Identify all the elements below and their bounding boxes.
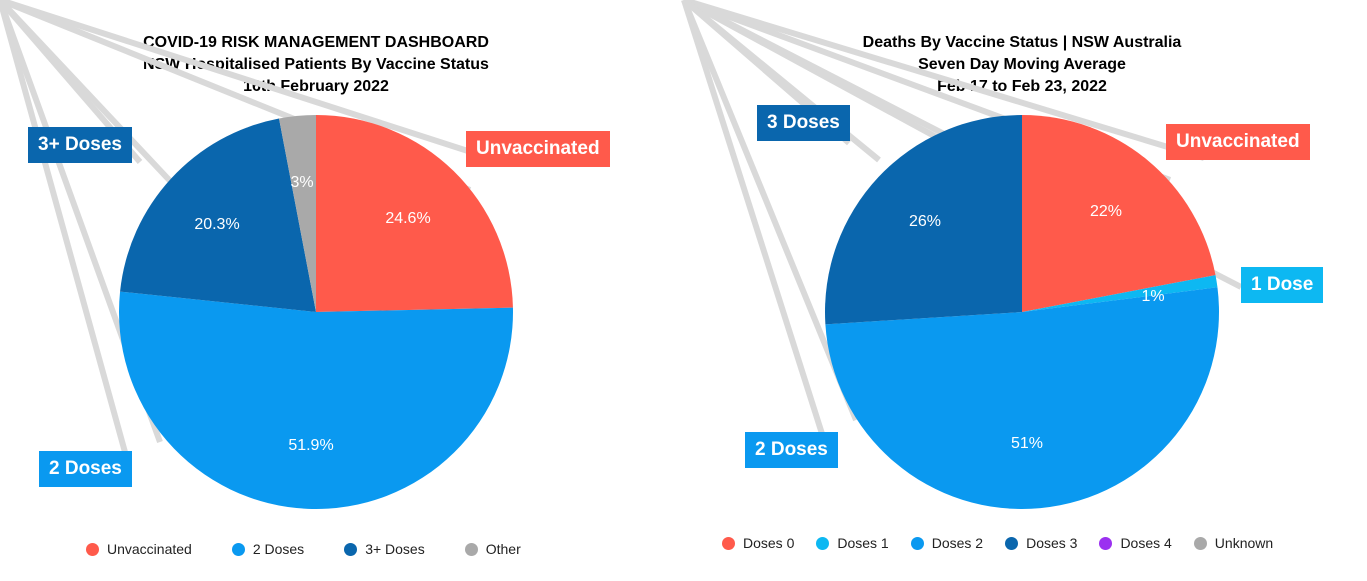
legend-item-unvaccinated[interactable]: Unvaccinated: [86, 541, 192, 557]
slice-3-plus-doses[interactable]: [120, 118, 316, 312]
callout-unvaccinated: Unvaccinated: [1166, 124, 1310, 160]
legend-dot: [722, 536, 735, 550]
callout-3-plus-doses: 3+ Doses: [28, 127, 132, 163]
slice-value-label: 51%: [1011, 435, 1043, 452]
chart-title-line-1: Deaths By Vaccine Status | NSW Australia: [862, 34, 1182, 51]
hospitalised-chart-panel: COVID-19 RISK MANAGEMENT DASHBOARD NSW H…: [0, 0, 610, 557]
chart-title-line-1: COVID-19 RISK MANAGEMENT DASHBOARD: [143, 34, 489, 51]
legend-item-doses-3[interactable]: Doses 3: [1005, 535, 1077, 551]
chart-title-line-2: Seven Day Moving Average: [918, 56, 1126, 73]
leader-line: [681, 0, 827, 441]
leader-line: [681, 0, 859, 422]
slice-unvaccinated[interactable]: [316, 115, 513, 312]
legend-item-doses-2[interactable]: Doses 2: [910, 535, 984, 551]
legend-dot: [231, 542, 245, 556]
legend-label: 2 Doses: [252, 541, 305, 557]
callout-2-doses: 2 Doses: [745, 432, 838, 468]
slice-value-label: 20.3%: [194, 216, 239, 233]
legend-item-doses-0[interactable]: Doses 0: [722, 535, 794, 551]
slice-value-label: 26%: [909, 213, 941, 230]
legend-item-doses-4[interactable]: Doses 4: [1099, 535, 1172, 551]
legend-label: Unknown: [1214, 535, 1274, 551]
slice-value-label: 3%: [290, 174, 313, 191]
slice-doses-1[interactable]: [1022, 275, 1218, 312]
deaths-chart-panel: Deaths By Vaccine Status | NSW Australia…: [681, 0, 1367, 581]
legend-label: Unvaccinated: [107, 541, 192, 557]
legend-label: Doses 1: [837, 535, 889, 551]
legend-item-doses-1[interactable]: Doses 1: [816, 535, 889, 551]
legend-dot: [816, 536, 830, 550]
hospitalised-pie-chart: 24.6% 51.9% 20.3% 3%: [0, 0, 513, 510]
legend-dot: [86, 542, 99, 556]
slice-value-label: 51.9%: [288, 437, 333, 454]
slice-value-label: 24.6%: [385, 210, 430, 227]
legend-item-2-doses[interactable]: 2 Doses: [231, 541, 305, 557]
legend-item-other[interactable]: Other: [464, 541, 521, 557]
slice-other[interactable]: [279, 115, 316, 312]
legend-item-3-plus-doses[interactable]: 3+ Doses: [344, 541, 425, 557]
chart-title-line-2: NSW Hospitalised Patients By Vaccine Sta…: [143, 56, 489, 73]
slice-2-doses[interactable]: [118, 291, 513, 510]
slice-doses-0[interactable]: [1022, 115, 1216, 312]
leader-line: [0, 0, 131, 464]
leader-line: [0, 0, 506, 166]
legend-item-unknown[interactable]: Unknown: [1193, 535, 1274, 551]
legend-dot: [464, 542, 478, 556]
callout-3-doses: 3 Doses: [757, 105, 850, 141]
slice-doses-3[interactable]: [825, 115, 1022, 325]
slice-doses-2[interactable]: [825, 287, 1219, 510]
deaths-legend: Doses 0 Doses 1 Doses 2 Doses 3 Doses 4 …: [722, 535, 1273, 551]
legend-label: Doses 0: [743, 535, 795, 551]
legend-dot: [344, 542, 358, 556]
leader-line: [683, 0, 1205, 161]
legend-label: Doses 2: [931, 535, 984, 551]
legend-label: Doses 3: [1026, 535, 1078, 551]
legend-dot: [1099, 536, 1113, 550]
deaths-pie-chart: 22% 1% 51% 26%: [681, 0, 1243, 510]
legend-label: Other: [485, 541, 521, 557]
legend-dot: [1005, 536, 1019, 550]
hospitalised-legend: Unvaccinated 2 Doses 3+ Doses Other: [86, 541, 521, 557]
legend-dot: [910, 536, 924, 550]
callout-2-doses: 2 Doses: [39, 451, 132, 487]
legend-label: 3+ Doses: [365, 541, 425, 557]
deaths-chart-title: Deaths By Vaccine Status | NSW Australia…: [684, 32, 1360, 98]
legend-dot: [1193, 536, 1207, 550]
callout-unvaccinated: Unvaccinated: [466, 131, 610, 167]
legend-label: Doses 4: [1120, 535, 1172, 551]
slice-value-label: 22%: [1090, 203, 1122, 220]
slice-value-label: 1%: [1141, 288, 1164, 305]
callout-1-dose: 1 Dose: [1241, 267, 1324, 303]
